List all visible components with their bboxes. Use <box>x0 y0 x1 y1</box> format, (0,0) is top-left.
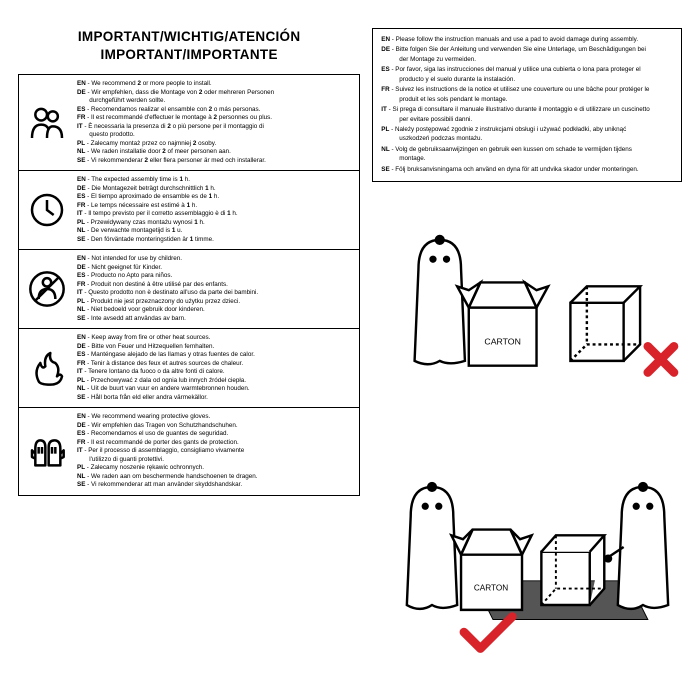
instruction-row: EN - The expected assembly time is 1 h.D… <box>19 171 359 250</box>
title-line2: IMPORTANT/IMPORTANTE <box>101 47 278 62</box>
pad-instruction-line: FR - Suivez les instructions de la notic… <box>381 85 673 104</box>
instruction-text: EN - The expected assembly time is 1 h.D… <box>75 171 359 249</box>
wrong-icon <box>648 346 674 372</box>
pad-instruction-line: IT - Si prega di consultare il manuale i… <box>381 105 673 124</box>
instruction-text: EN - We recommend 2 or more people to in… <box>75 75 359 170</box>
instruction-boxes: EN - We recommend 2 or more people to in… <box>18 74 360 496</box>
fire-icon <box>19 329 75 407</box>
carton-label-2: CARTON <box>474 584 508 593</box>
carton-label: CARTON <box>485 337 521 347</box>
instruction-row: EN - We recommend 2 or more people to in… <box>19 75 359 171</box>
instruction-text: EN - We recommend wearing protective glo… <box>75 408 359 495</box>
pad-instruction-line: SE - Följ bruksanvisningarna och använd … <box>381 165 673 174</box>
pad-instruction-line: EN - Please follow the instruction manua… <box>381 35 673 44</box>
instruction-text: EN - Not intended for use by children.DE… <box>75 250 359 328</box>
pad-instruction-line: PL - Należy postępować zgodnie z instruk… <box>381 125 673 144</box>
gloves-icon <box>19 408 75 495</box>
pad-instruction-line: DE - Bitte folgen Sie der Anleitung und … <box>381 45 673 64</box>
instruction-row: EN - Not intended for use by children.DE… <box>19 250 359 329</box>
title-line1: IMPORTANT/WICHTIG/ATENCIÓN <box>78 29 301 44</box>
correct-icon <box>464 617 512 649</box>
padding-instructions: EN - Please follow the instruction manua… <box>372 28 682 182</box>
pad-instruction-line: NL - Volg de gebruiksaanwijzingen en geb… <box>381 145 673 164</box>
illustrations: CARTON <box>372 192 682 682</box>
clock-icon <box>19 171 75 249</box>
right-column: EN - Please follow the instruction manua… <box>372 28 682 682</box>
instruction-row: EN - Keep away from fire or other heat s… <box>19 329 359 408</box>
wrong-panel: CARTON <box>372 192 682 433</box>
people-icon <box>19 75 75 170</box>
left-column: IMPORTANT/WICHTIG/ATENCIÓN IMPORTANT/IMP… <box>18 28 360 682</box>
child-icon <box>19 250 75 328</box>
instruction-text: EN - Keep away from fire or other heat s… <box>75 329 359 407</box>
pad-instruction-line: ES - Por favor, siga las instrucciones d… <box>381 65 673 84</box>
instruction-row: EN - We recommend wearing protective glo… <box>19 408 359 495</box>
right-panel: CARTON <box>372 441 682 682</box>
title: IMPORTANT/WICHTIG/ATENCIÓN IMPORTANT/IMP… <box>18 28 360 64</box>
